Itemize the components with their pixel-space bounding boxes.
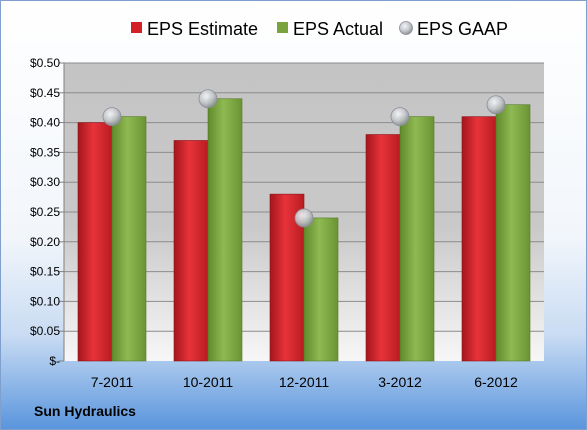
x-axis-labels: 7-2011 10-2011 12-2011 3-2012 6-2012 — [91, 374, 518, 390]
y-tick-label: $0.25 — [30, 205, 60, 219]
legend-swatch-eps-estimate — [131, 22, 142, 33]
bar-eps-estimate — [173, 140, 209, 362]
bar-eps-actual — [399, 116, 435, 362]
bar-eps-actual — [495, 104, 531, 362]
y-tick-label: $0.35 — [30, 145, 60, 159]
bar-eps-actual — [303, 217, 339, 362]
bar-eps-actual — [207, 98, 243, 362]
marker-eps-gaap — [390, 107, 410, 127]
y-tick-label: $0.05 — [30, 324, 60, 338]
legend-label-eps-gaap: EPS GAAP — [417, 19, 508, 39]
legend-marker-eps-gaap — [399, 21, 413, 35]
y-tick-label: $0.50 — [30, 56, 60, 70]
y-tick-label: $0.40 — [30, 116, 60, 130]
x-tick-label: 12-2011 — [279, 374, 330, 390]
marker-eps-gaap — [294, 208, 314, 228]
y-tick-label: $0.20 — [30, 235, 60, 249]
marker-eps-gaap — [198, 89, 218, 109]
company-name: Sun Hydraulics — [34, 403, 136, 419]
legend-swatch-eps-actual — [277, 22, 288, 33]
bar-eps-estimate — [365, 134, 401, 362]
bar-eps-actual — [111, 116, 147, 362]
y-tick-label: $0.10 — [30, 294, 60, 308]
y-tick-label: $0.45 — [30, 86, 60, 100]
x-tick-label: 6-2012 — [474, 374, 518, 390]
y-axis: $- $0.05 $0.10 $0.15 $0.20 $0.25 $0.30 $0.35 $0.… — [30, 56, 65, 368]
x-tick-label: 7-2011 — [91, 374, 134, 390]
bars — [77, 98, 531, 362]
bar-eps-estimate — [461, 116, 497, 362]
marker-eps-gaap — [486, 95, 506, 115]
legend-label-eps-actual: EPS Actual — [293, 19, 383, 39]
y-tick-label: $0.30 — [30, 175, 60, 189]
x-tick-label: 3-2012 — [378, 374, 422, 390]
legend: EPS Estimate EPS Actual EPS GAAP — [131, 19, 508, 39]
bar-eps-estimate — [77, 122, 113, 362]
x-tick-label: 10-2011 — [183, 374, 234, 390]
gaap-markers — [102, 89, 506, 228]
y-tick-label: $0.15 — [30, 265, 60, 279]
marker-eps-gaap — [102, 107, 122, 127]
y-tick-label: $- — [49, 354, 60, 368]
legend-label-eps-estimate: EPS Estimate — [147, 19, 258, 39]
